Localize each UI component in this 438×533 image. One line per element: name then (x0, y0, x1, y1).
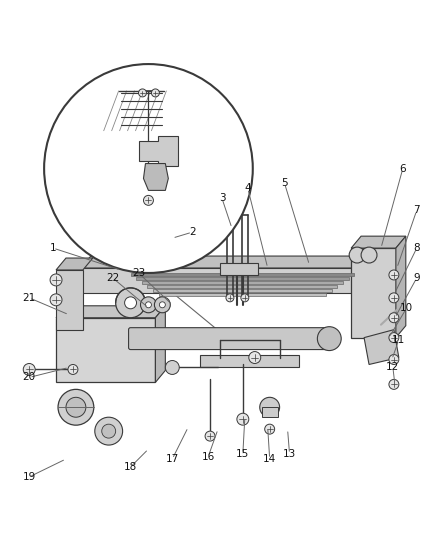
Circle shape (318, 327, 341, 351)
Circle shape (155, 297, 170, 313)
Text: 21: 21 (23, 293, 36, 303)
PathPatch shape (159, 293, 326, 296)
Text: 15: 15 (236, 449, 250, 459)
Text: 3: 3 (219, 193, 225, 204)
Circle shape (226, 294, 234, 302)
Circle shape (23, 364, 35, 375)
Circle shape (102, 424, 116, 438)
Text: 7: 7 (413, 205, 420, 215)
Circle shape (241, 294, 249, 302)
Circle shape (389, 270, 399, 280)
Text: 1: 1 (50, 243, 57, 253)
Circle shape (260, 397, 279, 417)
Circle shape (50, 274, 62, 286)
Circle shape (68, 365, 78, 375)
Text: 19: 19 (23, 472, 36, 482)
Circle shape (138, 89, 146, 97)
Circle shape (205, 431, 215, 441)
PathPatch shape (136, 277, 349, 280)
Text: 18: 18 (124, 462, 137, 472)
PathPatch shape (200, 354, 300, 367)
PathPatch shape (131, 273, 354, 277)
Circle shape (116, 288, 145, 318)
Circle shape (349, 247, 365, 263)
Text: 14: 14 (263, 454, 276, 464)
PathPatch shape (396, 236, 406, 337)
PathPatch shape (144, 164, 168, 190)
Text: 6: 6 (399, 164, 406, 174)
PathPatch shape (155, 306, 165, 382)
PathPatch shape (56, 318, 155, 382)
Text: 23: 23 (132, 268, 145, 278)
PathPatch shape (351, 248, 396, 337)
PathPatch shape (56, 270, 83, 330)
PathPatch shape (81, 256, 379, 268)
PathPatch shape (142, 281, 343, 285)
PathPatch shape (153, 289, 332, 293)
Circle shape (50, 294, 62, 306)
PathPatch shape (147, 285, 337, 288)
Text: 4: 4 (244, 183, 251, 193)
Circle shape (389, 313, 399, 322)
PathPatch shape (364, 330, 399, 365)
PathPatch shape (81, 268, 369, 293)
PathPatch shape (56, 258, 93, 270)
Circle shape (159, 302, 165, 308)
Text: 8: 8 (413, 243, 420, 253)
PathPatch shape (138, 136, 178, 166)
PathPatch shape (369, 256, 379, 293)
Text: 2: 2 (189, 227, 195, 237)
Circle shape (165, 360, 179, 375)
Circle shape (361, 247, 377, 263)
Text: 13: 13 (283, 449, 296, 459)
Circle shape (44, 64, 253, 273)
Circle shape (141, 297, 156, 313)
Circle shape (95, 417, 123, 445)
Circle shape (389, 354, 399, 365)
Circle shape (58, 389, 94, 425)
Circle shape (389, 293, 399, 303)
PathPatch shape (262, 407, 278, 417)
Text: 5: 5 (281, 179, 288, 189)
Text: 11: 11 (392, 335, 406, 345)
Circle shape (66, 397, 86, 417)
Text: 22: 22 (106, 273, 119, 283)
Text: 17: 17 (166, 454, 179, 464)
Circle shape (237, 413, 249, 425)
Circle shape (389, 333, 399, 343)
Circle shape (265, 424, 275, 434)
Circle shape (389, 379, 399, 389)
FancyBboxPatch shape (129, 328, 331, 350)
Text: 12: 12 (386, 362, 399, 373)
Circle shape (145, 302, 152, 308)
Text: 16: 16 (201, 452, 215, 462)
Text: 9: 9 (413, 273, 420, 283)
Circle shape (249, 352, 261, 364)
Circle shape (144, 196, 153, 205)
Bar (220, 263, 258, 275)
Text: 10: 10 (400, 303, 413, 313)
PathPatch shape (56, 306, 165, 318)
PathPatch shape (351, 236, 406, 248)
Text: 20: 20 (23, 373, 36, 382)
Circle shape (124, 297, 137, 309)
Circle shape (152, 89, 159, 97)
